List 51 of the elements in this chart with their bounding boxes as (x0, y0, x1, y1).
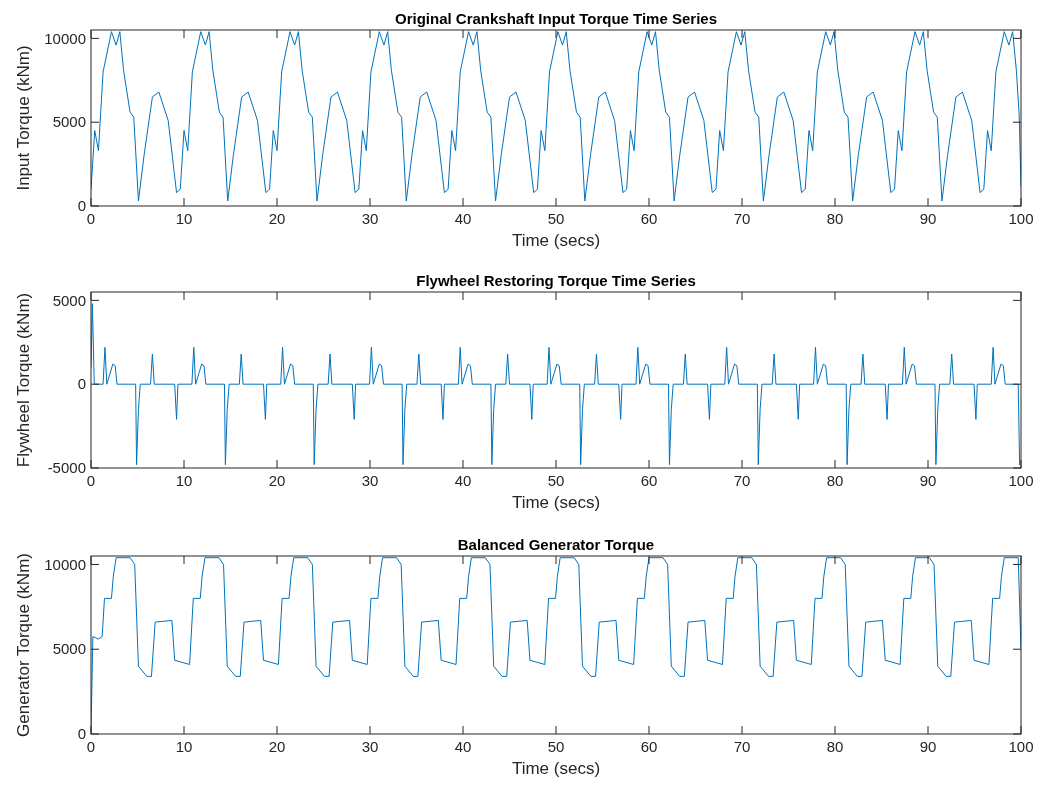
x-tick-label: 50 (547, 738, 565, 755)
y-axis-title: Generator Torque (kNm) (14, 553, 33, 737)
x-axis-title: Time (secs) (511, 231, 601, 250)
y-axis-title: Input Torque (kNm) (14, 45, 33, 191)
chart-title: Flywheel Restoring Torque Time Series (416, 272, 696, 289)
x-tick-label: 30 (361, 210, 379, 227)
x-tick-label: 90 (919, 738, 937, 755)
x-tick-label: 40 (454, 738, 472, 755)
x-tick-label: 10 (175, 210, 193, 227)
line-series (91, 303, 1021, 466)
y-tick-label: 5000 (52, 640, 86, 658)
y-tick-label: 0 (77, 197, 86, 215)
x-axis-title: Time (secs) (511, 493, 601, 512)
x-tick-label: 100 (1008, 472, 1034, 489)
x-tick-label: 60 (640, 738, 658, 755)
line-series (91, 557, 1021, 734)
x-tick-label: 20 (268, 738, 286, 755)
y-tick-label: 10000 (44, 29, 86, 47)
y-tick-label: 0 (77, 725, 86, 743)
x-tick-label: 10 (175, 738, 193, 755)
x-axis-title: Time (secs) (511, 759, 601, 778)
x-tick-label: 10 (175, 472, 193, 489)
x-tick-label: 70 (733, 738, 751, 755)
chart-title: Balanced Generator Torque (457, 536, 655, 553)
x-tick-label: 30 (361, 472, 379, 489)
x-tick-label: 90 (919, 472, 937, 489)
x-tick-label: 20 (268, 472, 286, 489)
x-tick-label: 60 (640, 472, 658, 489)
x-tick-label: 100 (1008, 210, 1034, 227)
x-tick-label: 40 (454, 210, 472, 227)
x-tick-label: 60 (640, 210, 658, 227)
y-tick-label: 10000 (44, 555, 86, 573)
x-tick-label: 70 (733, 210, 751, 227)
x-tick-label: 50 (547, 210, 565, 227)
x-tick-label: 80 (826, 738, 844, 755)
chart-title: Original Crankshaft Input Torque Time Series (394, 10, 718, 27)
x-tick-label: 80 (826, 472, 844, 489)
x-tick-label: 80 (826, 210, 844, 227)
y-tick-label: 5000 (52, 291, 86, 309)
y-axis-title: Flywheel Torque (kNm) (14, 292, 33, 468)
y-tick-label: -5000 (47, 459, 86, 477)
x-tick-label: 40 (454, 472, 472, 489)
x-tick-label: 50 (547, 472, 565, 489)
x-tick-label: 70 (733, 472, 751, 489)
x-tick-label: 90 (919, 210, 937, 227)
x-tick-label: 20 (268, 210, 286, 227)
x-tick-label: 30 (361, 738, 379, 755)
x-tick-label: 100 (1008, 738, 1034, 755)
y-tick-label: 5000 (52, 113, 86, 131)
y-tick-label: 0 (77, 375, 86, 393)
line-series (91, 31, 1021, 202)
